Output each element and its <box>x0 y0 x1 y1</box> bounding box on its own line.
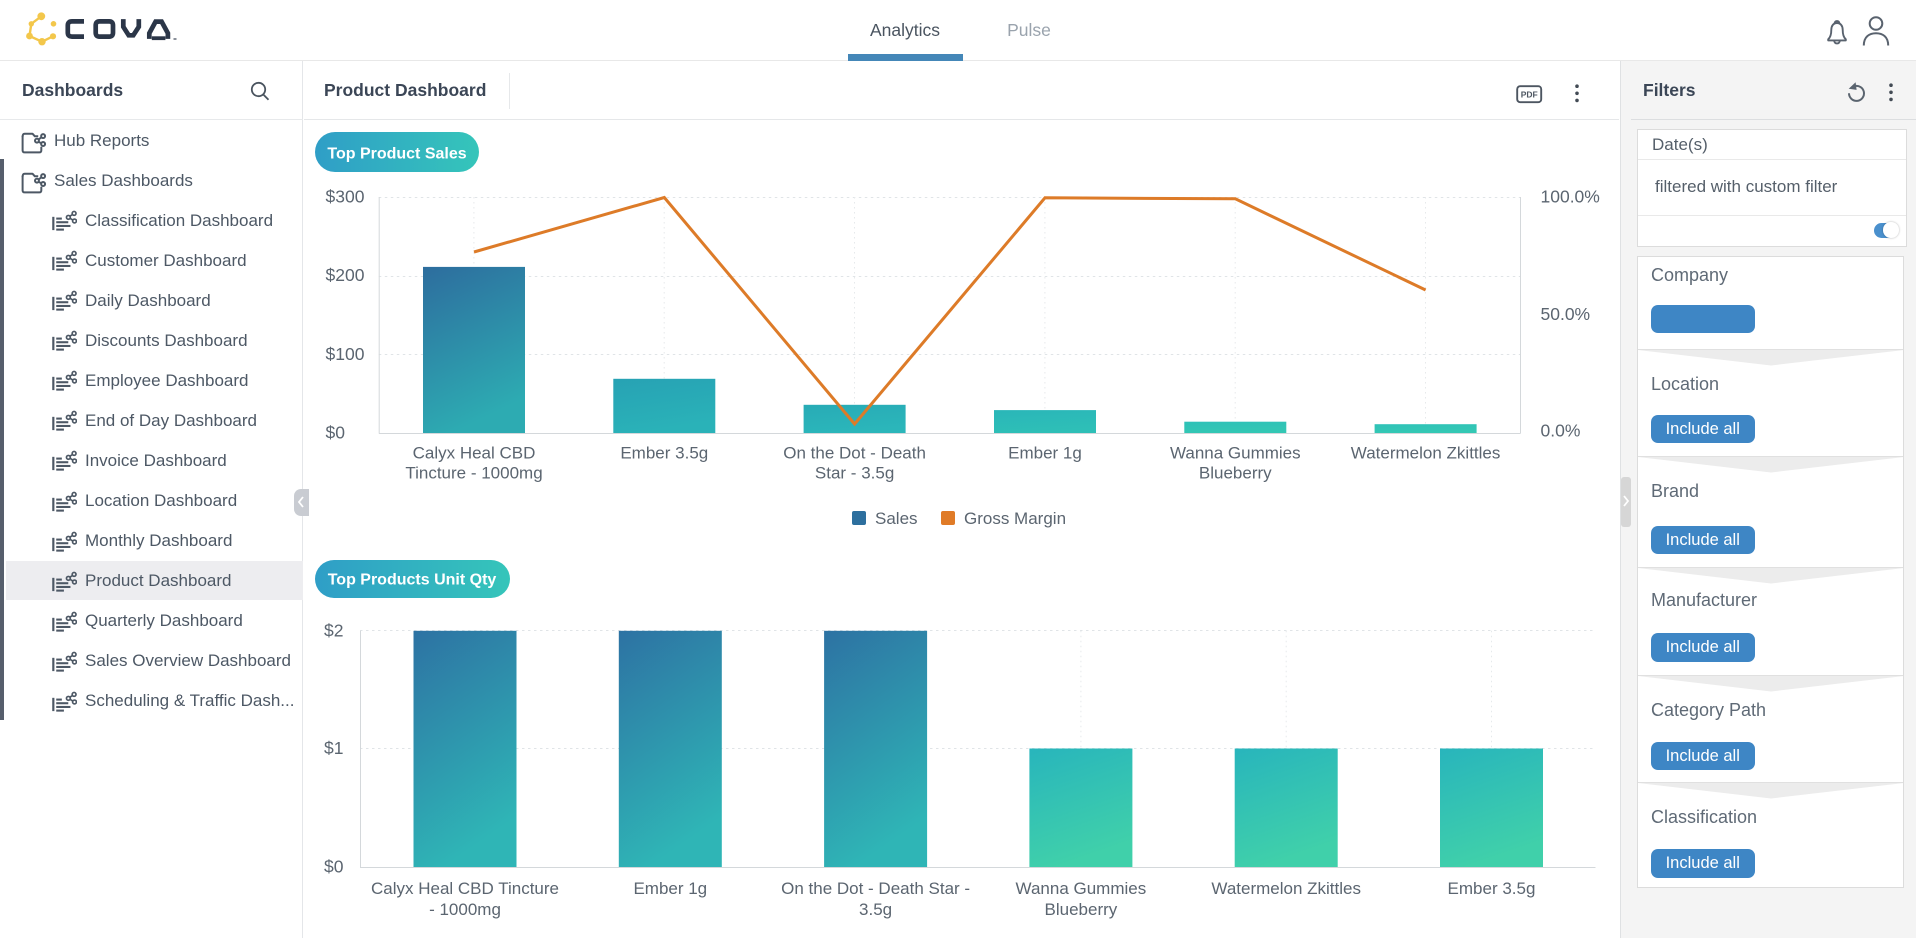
svg-text:- 1000mg: - 1000mg <box>429 900 501 919</box>
svg-text:100.0%: 100.0% <box>1541 187 1600 207</box>
svg-text:50.0%: 50.0% <box>1541 304 1591 324</box>
svg-text:Watermelon Zkittles: Watermelon Zkittles <box>1211 879 1361 898</box>
svg-text:Gross Margin: Gross Margin <box>964 509 1066 528</box>
svg-text:$300: $300 <box>326 187 365 207</box>
svg-text:$200: $200 <box>326 265 365 285</box>
svg-text:Sales: Sales <box>875 509 918 528</box>
svg-text:Top Products Unit Qty: Top Products Unit Qty <box>328 572 497 589</box>
svg-text:Calyx Heal CBD Tincture: Calyx Heal CBD Tincture <box>371 879 559 898</box>
svg-text:Ember 1g: Ember 1g <box>1008 444 1082 463</box>
svg-text:Top Product Sales: Top Product Sales <box>327 146 466 163</box>
svg-text:On the Dot - Death Star -: On the Dot - Death Star - <box>781 879 970 898</box>
svg-text:$100: $100 <box>326 344 365 364</box>
svg-text:Calyx Heal CBD: Calyx Heal CBD <box>413 444 536 463</box>
svg-text:Star - 3.5g: Star - 3.5g <box>815 464 894 483</box>
svg-text:$0: $0 <box>324 857 344 877</box>
svg-text:3.5g: 3.5g <box>859 900 892 919</box>
svg-text:$0: $0 <box>326 423 346 443</box>
svg-text:Ember 3.5g: Ember 3.5g <box>620 444 708 463</box>
svg-text:$1: $1 <box>324 738 343 758</box>
svg-text:Tincture - 1000mg: Tincture - 1000mg <box>405 464 542 483</box>
svg-text:PDF: PDF <box>1521 89 1538 99</box>
svg-text:0.0%: 0.0% <box>1541 421 1581 441</box>
svg-text:Blueberry: Blueberry <box>1199 464 1272 483</box>
svg-text:Blueberry: Blueberry <box>1045 900 1118 919</box>
svg-text:$2: $2 <box>324 620 343 640</box>
svg-text:Wanna Gummies: Wanna Gummies <box>1016 879 1147 898</box>
svg-text:Watermelon Zkittles: Watermelon Zkittles <box>1351 444 1501 463</box>
svg-text:Ember 1g: Ember 1g <box>633 879 707 898</box>
svg-text:On the Dot - Death: On the Dot - Death <box>783 444 926 463</box>
svg-text:Wanna Gummies: Wanna Gummies <box>1170 444 1301 463</box>
svg-text:Ember 3.5g: Ember 3.5g <box>1448 879 1536 898</box>
